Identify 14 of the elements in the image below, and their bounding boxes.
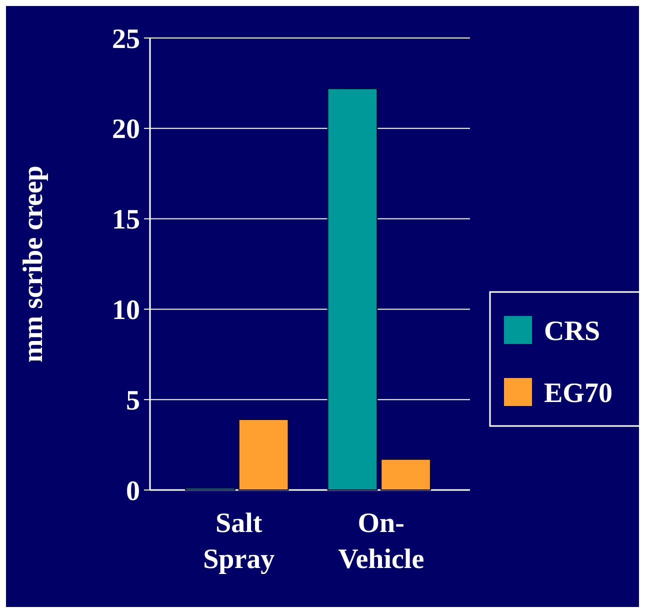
y-tick-label: 5 — [126, 385, 140, 416]
legend-label: EG70 — [544, 378, 612, 409]
bar — [380, 458, 431, 490]
bar — [238, 418, 289, 490]
y-axis-title: mm scribe creep — [18, 166, 49, 362]
y-tick-label: 0 — [126, 476, 140, 507]
y-tick-label: 15 — [112, 204, 140, 236]
x-tick-label: On-Vehicle — [338, 508, 424, 575]
bar — [327, 88, 378, 490]
y-tick-label: 25 — [112, 24, 140, 55]
y-tick-label: 10 — [112, 295, 140, 326]
x-tick-label: Salt Spray — [203, 508, 275, 575]
legend-label: CRS — [544, 316, 600, 347]
y-tick-label: 20 — [112, 114, 140, 146]
